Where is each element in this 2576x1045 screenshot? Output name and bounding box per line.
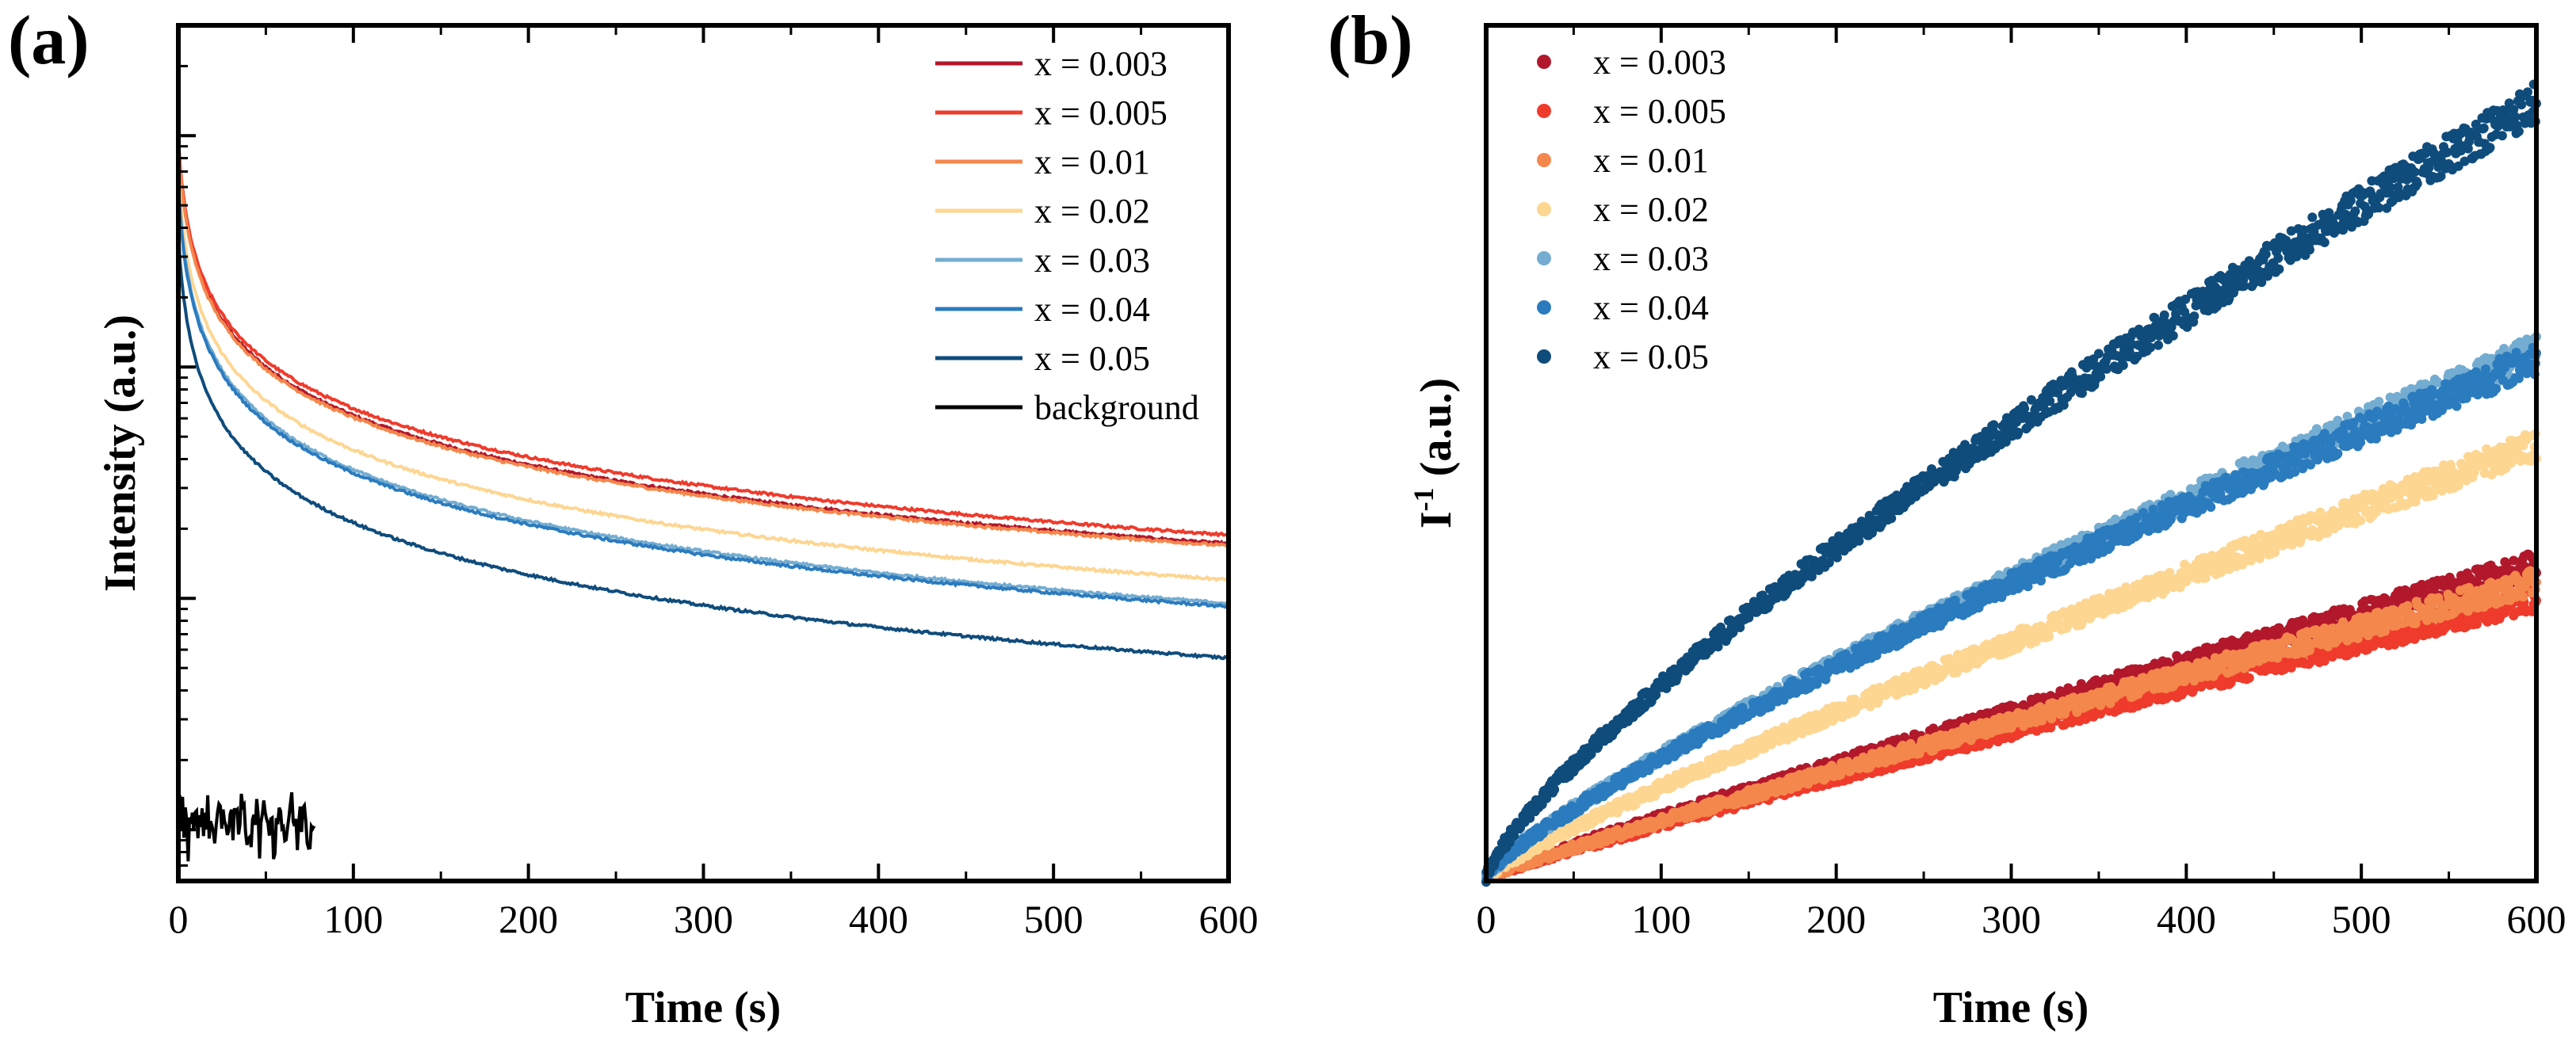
panel-a-x-tick-label: 400 [849, 897, 908, 941]
panel-a: (a) 0 100 200 300 400 500 600 Intensity (a.u.)… [8, 2, 1259, 1032]
panel-a-legend-label: x = 0.01 [1034, 143, 1150, 181]
panel-a-ticks: 0 100 200 300 400 500 600 [169, 24, 1259, 941]
panel-b-point [2044, 631, 2054, 642]
panel-a-series-line-3 [177, 170, 1229, 582]
panel-a-legend-label: x = 0.02 [1034, 192, 1150, 231]
panel-b-point [2255, 553, 2265, 563]
panel-a-series [177, 137, 1230, 862]
panel-b-label: (b) [1328, 2, 1413, 79]
panel-a-series-line-5 [177, 185, 1229, 609]
panel-a-x-tick-label: 600 [1199, 897, 1259, 941]
panel-b-point [2315, 507, 2326, 517]
panel-a-x-tick-label: 300 [674, 897, 733, 941]
panel-a-x-tick-label: 500 [1024, 897, 1084, 941]
panel-b-point [2525, 566, 2536, 576]
panel-a-x-tick-label: 200 [499, 897, 558, 941]
panel-a-label: (a) [8, 2, 90, 79]
panel-a-legend-label: x = 0.05 [1034, 339, 1150, 378]
panel-a-series-line-4 [177, 184, 1229, 605]
panel-a-legend-label: background [1034, 388, 1199, 427]
panel-b-series-2 [1481, 566, 2541, 883]
panel-a-legend-label: x = 0.003 [1034, 44, 1168, 83]
panel-a-xlabel: Time (s) [625, 983, 782, 1032]
panel-a-series-line-2 [177, 142, 1230, 549]
panel-a-series-line-6 [177, 232, 1229, 661]
panel-b-point [2244, 673, 2254, 683]
panel-a-x-tick-label: 100 [323, 897, 383, 941]
panel-b-series-3 [1481, 429, 2541, 885]
panel-a-legend-label: x = 0.03 [1034, 241, 1150, 280]
panel-b-series [1481, 79, 2541, 887]
panel-a-series-line-7 [177, 791, 316, 862]
panel-b-point [2356, 516, 2366, 525]
panel-a-x-tick-label: 0 [169, 897, 189, 941]
panel-a-series-line-1 [177, 137, 1230, 538]
panel-a-legend: x = 0.003 x = 0.005 x = 0.01 x = 0.02 x = 0.… [935, 44, 1199, 427]
panel-a-legend-label: x = 0.005 [1034, 93, 1168, 132]
panel-a-legend-label: x = 0.04 [1034, 290, 1150, 329]
panel-a-ylabel: Intensity (a.u.) [96, 315, 145, 592]
panel-b: (b) 0 100 200 300 400 500 600 I-1 (a.u.) Time … [1328, 2, 2566, 1032]
panel-b-point [2518, 592, 2528, 602]
panel-b-point [2380, 626, 2390, 636]
